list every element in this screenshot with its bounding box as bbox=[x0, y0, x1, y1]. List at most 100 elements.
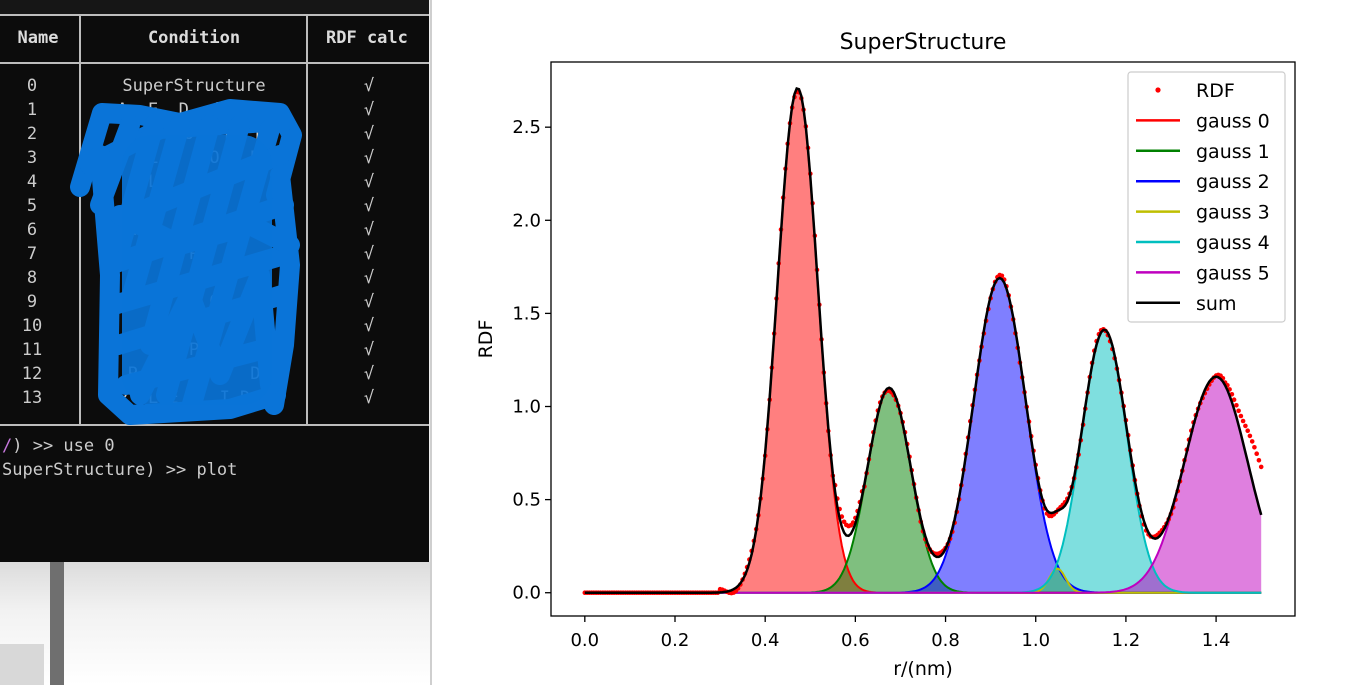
row-name: 6 bbox=[26, 220, 38, 240]
command-history: /) >> use 0 SuperStructure) >> plot bbox=[2, 434, 237, 482]
row-name: 2 bbox=[26, 124, 38, 144]
table-border-bottom bbox=[0, 424, 429, 426]
rdf-point bbox=[1254, 451, 1259, 457]
legend-label: sum bbox=[1196, 293, 1236, 315]
rdf-point bbox=[1249, 439, 1255, 444]
y-tick-label: 2.5 bbox=[512, 117, 541, 138]
prompt-prefix: / bbox=[2, 436, 13, 456]
row-name: 3 bbox=[26, 148, 38, 168]
table-header-border bbox=[0, 62, 429, 64]
row-rdf-check: √ bbox=[363, 244, 375, 264]
scrollbar-track[interactable] bbox=[50, 562, 64, 685]
row-name: 11 bbox=[21, 340, 43, 360]
x-axis-label: r/(nm) bbox=[893, 658, 953, 680]
rdf-point bbox=[1258, 464, 1264, 470]
column-header-condition: Condition bbox=[147, 28, 241, 48]
row-name: 7 bbox=[26, 244, 38, 264]
y-axis-label: RDF bbox=[475, 320, 497, 359]
table-border-top bbox=[0, 14, 429, 16]
row-name: 1 bbox=[26, 100, 38, 120]
rdf-point bbox=[999, 273, 1005, 279]
rdf-point bbox=[1252, 445, 1257, 450]
sum-curve bbox=[584, 86, 1263, 594]
row-name: 13 bbox=[21, 388, 43, 408]
rdf-point bbox=[1256, 458, 1262, 463]
chart-legend: RDF gauss 0 gauss 1 gauss 2 gauss 3 gauss 4 ga… bbox=[1127, 71, 1286, 323]
row-rdf-check: √ bbox=[363, 316, 375, 336]
x-tick-label: 0.8 bbox=[931, 630, 960, 651]
gauss-1-fill bbox=[584, 387, 1262, 593]
row-name: 10 bbox=[21, 316, 43, 336]
x-tick-label: 0.6 bbox=[841, 630, 870, 651]
row-rdf-check: √ bbox=[363, 100, 375, 120]
row-name: 8 bbox=[26, 268, 38, 288]
command-text: ) >> use 0 bbox=[12, 436, 115, 456]
table-column-divider bbox=[306, 14, 308, 424]
x-tick-label: 1.0 bbox=[1021, 630, 1050, 651]
rdf-point bbox=[1238, 413, 1244, 419]
row-rdf-check: √ bbox=[363, 76, 375, 96]
legend-marker bbox=[1155, 87, 1161, 93]
legend-box bbox=[1127, 71, 1286, 323]
column-header-name: Name bbox=[17, 28, 59, 48]
window-edge bbox=[0, 644, 44, 685]
column-header-rdf: RDF calc bbox=[326, 28, 408, 48]
row-rdf-check: √ bbox=[363, 268, 375, 288]
chart-title: SuperStructure bbox=[840, 30, 1007, 55]
x-tick-label: 1.2 bbox=[1112, 630, 1141, 651]
row-rdf-check: √ bbox=[363, 220, 375, 240]
x-axis-ticks: 0.0 0.2 0.4 0.6 0.8 1.0 1.2 1.4 bbox=[570, 616, 1230, 651]
legend-label: RDF bbox=[1196, 80, 1235, 102]
legend-label: gauss 5 bbox=[1196, 262, 1270, 284]
window-divider bbox=[430, 0, 432, 685]
rdf-point bbox=[1247, 433, 1253, 439]
row-name: 9 bbox=[26, 292, 38, 312]
row-name: 0 bbox=[26, 76, 38, 96]
command-line: /) >> use 0 bbox=[2, 434, 237, 458]
legend-label: gauss 1 bbox=[1196, 141, 1270, 163]
terminal-window: Name Condition RDF calc 0 SuperStructure √… bbox=[0, 0, 431, 685]
row-rdf-check: √ bbox=[363, 124, 375, 144]
gauss-5-fill bbox=[584, 376, 1262, 593]
x-tick-label: 0.0 bbox=[570, 630, 599, 651]
redaction-scribble bbox=[70, 99, 302, 425]
taskbar-area bbox=[0, 562, 431, 685]
y-tick-label: 1.0 bbox=[512, 397, 541, 418]
legend-label: gauss 3 bbox=[1196, 202, 1270, 224]
row-name: 4 bbox=[26, 172, 38, 192]
y-tick-label: 2.0 bbox=[512, 210, 541, 231]
x-tick-label: 0.4 bbox=[751, 630, 780, 651]
y-tick-label: 0.0 bbox=[512, 583, 541, 604]
rdf-point bbox=[1236, 408, 1241, 414]
gaussian-fills bbox=[584, 88, 1262, 593]
legend-label: gauss 0 bbox=[1196, 110, 1270, 132]
command-text: SuperStructure) >> plot bbox=[2, 460, 238, 480]
terminal-top-border bbox=[0, 0, 429, 14]
rdf-point bbox=[1245, 428, 1250, 434]
rdf-point bbox=[1234, 403, 1239, 408]
y-tick-label: 1.5 bbox=[512, 303, 541, 324]
row-rdf-check: √ bbox=[363, 148, 375, 168]
table-column-divider bbox=[79, 14, 81, 424]
gauss-4-fill bbox=[584, 330, 1262, 593]
row-rdf-check: √ bbox=[363, 340, 375, 360]
legend-label: gauss 2 bbox=[1196, 171, 1270, 193]
row-rdf-check: √ bbox=[363, 196, 375, 216]
row-rdf-check: √ bbox=[363, 388, 375, 408]
row-name: 5 bbox=[26, 196, 38, 216]
row-rdf-check: √ bbox=[363, 292, 375, 312]
x-tick-label: 0.2 bbox=[661, 630, 690, 651]
legend-label: gauss 4 bbox=[1196, 232, 1270, 254]
x-tick-label: 1.4 bbox=[1202, 630, 1231, 651]
rdf-plot: SuperStructure 0.0 0.2 0.4 0.6 0.8 1.0 1.2 1.4 … bbox=[432, 0, 1351, 685]
y-tick-label: 0.5 bbox=[512, 490, 541, 511]
rdf-point bbox=[1240, 418, 1246, 424]
row-rdf-check: √ bbox=[363, 172, 375, 192]
rdf-point bbox=[1243, 423, 1248, 429]
command-line: SuperStructure) >> plot bbox=[2, 458, 237, 482]
rdf-point bbox=[1231, 397, 1237, 403]
row-condition: SuperStructure bbox=[122, 76, 266, 96]
plot-frame bbox=[550, 61, 1296, 617]
row-rdf-check: √ bbox=[363, 364, 375, 384]
row-name: 12 bbox=[21, 364, 43, 384]
